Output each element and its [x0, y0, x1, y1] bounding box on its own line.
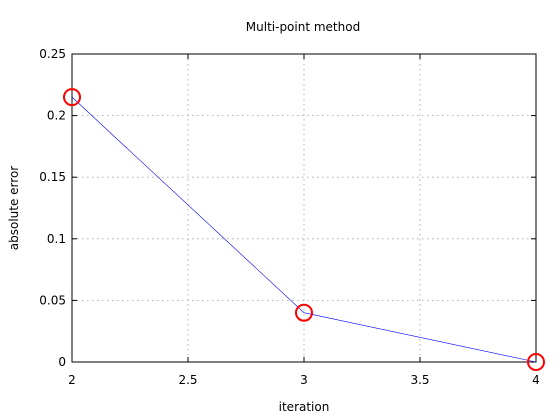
data-point-marker [63, 88, 81, 107]
y-tick-label: 0 [58, 355, 66, 369]
y-tick-label: 0.05 [39, 293, 66, 307]
x-tick-label: 3.5 [410, 373, 429, 387]
data-point-marker [295, 303, 313, 322]
y-tick-label: 0.25 [39, 47, 66, 61]
data-series [63, 88, 545, 371]
chart-title: Multi-point method [246, 20, 360, 34]
x-tick-label: 4 [532, 373, 540, 387]
y-tick-label: 0.15 [39, 170, 66, 184]
x-tick-label: 3 [300, 373, 308, 387]
ticks: 2 2.5 3 3.5 4 0 0.05 0.1 0.15 0.2 0.25 [39, 47, 540, 387]
grid [72, 54, 536, 362]
series-line [71, 96, 537, 363]
y-axis-label: absolute error [7, 166, 21, 251]
x-tick-label: 2.5 [178, 373, 197, 387]
data-point-marker [527, 353, 545, 371]
x-tick-label: 2 [68, 373, 76, 387]
y-tick-label: 0.2 [47, 109, 66, 123]
y-tick-label: 0.1 [47, 232, 66, 246]
x-axis-label: iteration [279, 400, 330, 414]
